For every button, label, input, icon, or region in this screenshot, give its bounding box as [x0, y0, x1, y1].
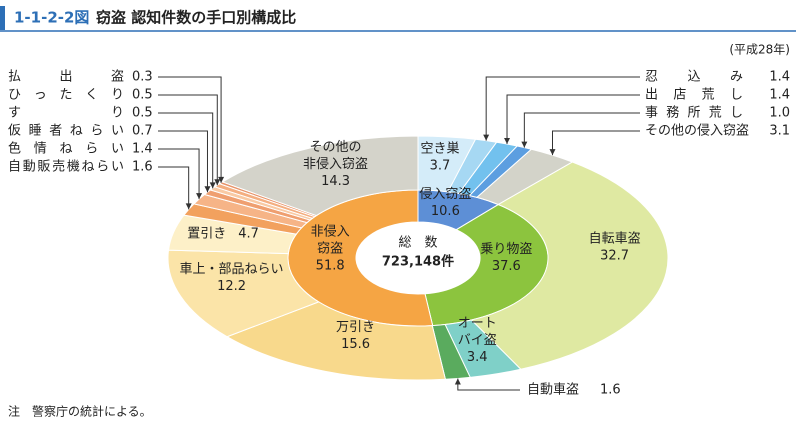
- callout-line: [158, 166, 190, 210]
- value-label: 1.4: [769, 88, 790, 103]
- value-label: 3.1: [769, 124, 790, 139]
- callout-label: ひったくり: [8, 88, 124, 103]
- value-label: 12.2: [217, 279, 246, 294]
- callout-arrow: [218, 176, 225, 183]
- callout-arrow: [504, 137, 511, 144]
- callout-arrow: [196, 193, 203, 200]
- value-label: 37.6: [492, 259, 521, 274]
- subtitle: (平成28年): [729, 43, 790, 57]
- callout-line: [506, 94, 640, 144]
- footnote: 注 警察庁の統計による。: [8, 404, 152, 419]
- slice-label: 非侵入窃盗: [303, 156, 368, 172]
- callout-label: 仮睡者ねらい: [8, 124, 124, 139]
- slice-label: 窃盗: [317, 240, 343, 256]
- slice-label: 自転車盗: [589, 230, 641, 246]
- value-label: 4.7: [238, 227, 259, 242]
- donut-slice: [225, 301, 447, 381]
- callout-label: 忍込み: [645, 70, 743, 85]
- center-total: 723,148件: [382, 254, 454, 270]
- title-bar: [0, 6, 5, 30]
- callout-arrow: [204, 186, 211, 193]
- callout-line: [523, 112, 640, 148]
- value-label: 1.6: [132, 160, 153, 175]
- value-label: 10.6: [431, 204, 460, 219]
- slice-label: 置引き: [187, 227, 226, 242]
- callout-line: [158, 94, 218, 186]
- callout-label: すり: [8, 106, 124, 121]
- chart-title: 窃盗 認知件数の手口別構成比: [96, 9, 296, 27]
- slice-label: その他の: [310, 140, 362, 155]
- value-label: 15.6: [341, 337, 370, 352]
- callout-arrow: [549, 149, 556, 156]
- callout-label: 色情ねらい: [8, 141, 124, 157]
- callout-arrow: [454, 378, 461, 385]
- value-label: 1.4: [769, 70, 790, 85]
- callout-arrow: [483, 134, 490, 141]
- center-label: 総 数: [398, 236, 437, 251]
- value-label: 0.5: [132, 88, 153, 103]
- callout-line: [158, 76, 222, 183]
- value-label: 1.4: [132, 142, 153, 157]
- callout-label: 事務所荒し: [645, 106, 743, 121]
- slice-label: バイ盗: [458, 332, 497, 348]
- callout-line: [485, 76, 640, 141]
- donut-slice: [470, 161, 669, 370]
- slice-label: 空き巣: [421, 142, 460, 157]
- slice-label: 乗り物盗: [480, 241, 532, 257]
- value-label: 0.5: [132, 106, 153, 121]
- callout-line: [158, 112, 214, 189]
- callout-line: [158, 130, 208, 193]
- callout-line: [551, 130, 640, 156]
- value-label: 0.3: [132, 70, 153, 85]
- callout-arrow: [185, 203, 192, 210]
- slice-label: オート: [458, 316, 497, 331]
- callout-label: 自動販売機ねらい: [8, 159, 124, 175]
- callout-arrow: [214, 179, 221, 186]
- callout-arrow: [209, 182, 216, 189]
- value-label: 14.3: [321, 174, 350, 189]
- value-label: 1.6: [600, 383, 621, 398]
- rings: [167, 135, 669, 381]
- callout-arrow: [521, 141, 528, 148]
- slice-label: 非侵入: [311, 223, 350, 239]
- figure-number: 1-1-2-2図: [14, 9, 89, 27]
- slice-label: 侵入窃盗: [419, 186, 471, 202]
- callout-label: その他の侵入窃盗: [645, 123, 749, 139]
- value-label: 1.0: [769, 106, 790, 121]
- value-label: 3.4: [467, 350, 488, 365]
- value-label: 3.7: [430, 159, 451, 174]
- callout-label: 払出盗: [8, 69, 124, 85]
- callout-line: [457, 378, 520, 391]
- callout-label: 出店荒し: [645, 88, 743, 103]
- slice-label: 万引き: [336, 320, 375, 335]
- donut-slice: [221, 135, 419, 217]
- value-label: 32.7: [600, 248, 629, 263]
- slice-label: 車上・部品ねらい: [180, 262, 284, 277]
- value-label: 0.7: [132, 124, 153, 139]
- callout-label: 自動車盗: [527, 382, 579, 398]
- callout-line: [158, 148, 200, 200]
- value-label: 51.8: [316, 258, 345, 273]
